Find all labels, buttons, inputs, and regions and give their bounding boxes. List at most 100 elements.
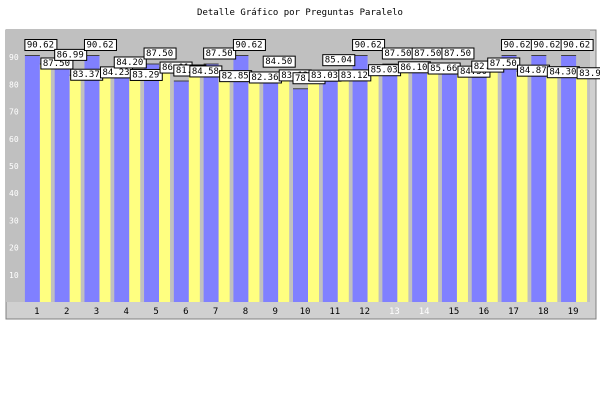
data-label: 90.62 [355,41,382,51]
bar-series-2 [188,71,200,302]
bar-series-1 [173,81,189,302]
bar-series-1 [233,55,249,303]
bar-series-2 [218,76,230,302]
data-label-box [113,56,147,69]
data-label-box [487,57,521,70]
data-label-box [24,39,58,52]
bar-series-1 [203,64,219,302]
data-label: 84.58 [192,67,219,77]
data-label: 83.91 [579,69,600,79]
bar-series-2 [99,72,111,302]
x-tick-label: 4 [124,307,129,317]
data-label: 84.87 [520,66,547,76]
bar-series-1 [561,55,577,303]
bar-series-2 [278,75,290,302]
data-label: 87.50 [146,49,173,59]
bar-series-2 [367,70,379,302]
data-label: 85.04 [325,56,352,66]
bar-series-2 [159,68,171,303]
bar-series-2 [39,64,51,302]
data-label: 90.62 [563,41,590,51]
bar-series-2 [546,72,558,302]
data-label: 87.50 [43,59,70,69]
bar-series-2 [516,71,528,303]
x-tick-label: 5 [153,307,158,317]
chart-title: Detalle Gráfico por Preguntas Paralelo [197,8,403,18]
data-label-box [262,55,296,68]
bar-series-2 [427,69,439,303]
bar-series-1 [441,64,457,302]
data-label: 87.50 [490,59,517,69]
bar-series-2 [456,72,468,302]
data-label: 82.85 [222,72,249,82]
data-label-box [441,47,475,60]
data-label: 90.62 [504,41,531,51]
y-tick-label: 20 [9,244,19,253]
y-tick-label: 50 [9,162,19,171]
data-label-box [322,54,356,67]
data-label-box [143,47,177,60]
x-tick-label: 12 [359,307,370,317]
data-label-box [129,68,163,81]
x-tick-label: 19 [568,307,579,317]
bar-series-2 [397,67,409,302]
data-label: 90.62 [27,41,54,51]
bar-series-1 [114,72,130,302]
y-tick-label: 80 [9,80,19,89]
x-tick-label: 1 [34,307,39,317]
y-tick-label: 70 [9,108,19,117]
data-label: 84.50 [265,57,292,67]
x-tick-label: 16 [478,307,489,317]
bar-series-2 [486,64,498,302]
data-label-box [352,39,386,52]
bar-series-1 [322,70,338,303]
x-tick-label: 13 [389,307,400,317]
data-labels: 90.6287.5086.9983.3790.6284.2384.2083.29… [24,39,600,85]
x-axis: 1 2 3 4 5 6 7 8 9 10 11 12 13 14 15 16 17 18 19 [34,307,578,317]
data-label: 85.03 [371,66,398,76]
data-label-box [83,39,117,52]
bar-series-1 [263,72,279,302]
bar-series-1 [54,65,70,302]
bar-series-1 [84,55,100,303]
x-tick-label: 17 [508,307,519,317]
data-label: 90.62 [86,41,113,51]
x-tick-label: 7 [213,307,218,317]
data-label: 86.99 [57,50,84,60]
x-tick-label: 6 [183,307,188,317]
bar-series-2 [248,77,260,302]
data-label: 83.29 [132,70,159,80]
bar-series-1 [501,55,517,303]
data-label-box [203,47,237,60]
bars [24,55,588,303]
data-label: 86.10 [400,63,427,73]
data-label: 87.50 [384,49,411,59]
bar-series-2 [129,75,141,302]
bar-series-1 [412,64,428,302]
y-tick-label: 10 [9,271,19,280]
data-label: 83.37 [73,70,100,80]
y-tick-label: 90 [9,53,19,62]
bar-series-1 [352,55,368,303]
bar-series-1 [144,64,160,302]
data-label: 84.30 [549,68,576,78]
bar-series-2 [576,73,588,302]
y-tick-label: 30 [9,216,19,225]
data-label-box [576,67,600,80]
bar-series-2 [337,75,349,302]
x-tick-label: 8 [243,307,248,317]
x-tick-label: 2 [64,307,69,317]
bar-series-1 [293,88,308,302]
x-tick-label: 18 [538,307,549,317]
data-label: 84.20 [116,58,143,68]
bar-series-1 [471,77,487,303]
y-axis: 10 20 30 40 50 60 70 80 90 [9,53,19,280]
x-tick-label: 3 [94,307,99,317]
x-tick-label: 15 [449,307,460,317]
data-label: 87.50 [444,49,471,59]
data-label: 83.12 [341,71,368,81]
data-label: 82.36 [251,73,278,83]
data-label: 87.50 [414,49,441,59]
data-label-box [560,39,594,52]
